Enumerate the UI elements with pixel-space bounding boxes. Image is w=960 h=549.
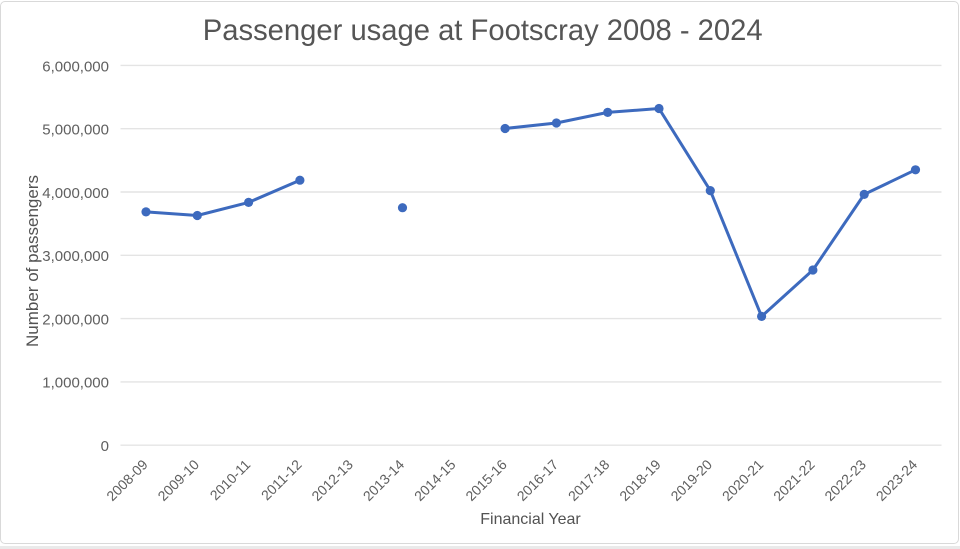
svg-text:2011-12: 2011-12 (258, 456, 305, 503)
svg-text:2012-13: 2012-13 (308, 456, 356, 504)
svg-text:5,000,000: 5,000,000 (42, 122, 109, 139)
svg-text:2010-11: 2010-11 (207, 456, 254, 503)
svg-text:2018-19: 2018-19 (616, 456, 664, 504)
svg-text:Number of passengers: Number of passengers (23, 175, 42, 347)
svg-text:2017-18: 2017-18 (565, 456, 613, 504)
svg-text:1,000,000: 1,000,000 (42, 375, 109, 392)
svg-text:3,000,000: 3,000,000 (42, 248, 109, 265)
svg-text:0: 0 (101, 438, 109, 455)
svg-text:2015-16: 2015-16 (462, 456, 510, 504)
svg-text:2,000,000: 2,000,000 (42, 311, 109, 328)
svg-text:2013-14: 2013-14 (360, 456, 408, 504)
svg-text:Financial Year: Financial Year (480, 511, 581, 528)
svg-text:6,000,000: 6,000,000 (42, 58, 109, 75)
svg-text:4,000,000: 4,000,000 (42, 185, 109, 202)
svg-text:2014-15: 2014-15 (411, 456, 459, 504)
svg-text:2009-10: 2009-10 (154, 456, 202, 504)
svg-text:2022-23: 2022-23 (821, 456, 869, 504)
svg-text:2023-24: 2023-24 (873, 456, 921, 504)
svg-text:2020-21: 2020-21 (719, 456, 767, 504)
svg-text:Passenger usage at Footscray 2: Passenger usage at Footscray 2008 - 2024 (203, 15, 763, 47)
svg-text:2021-22: 2021-22 (770, 456, 818, 504)
svg-text:2019-20: 2019-20 (667, 456, 715, 504)
svg-text:2016-17: 2016-17 (514, 456, 562, 504)
svg-text:2008-09: 2008-09 (103, 456, 151, 504)
